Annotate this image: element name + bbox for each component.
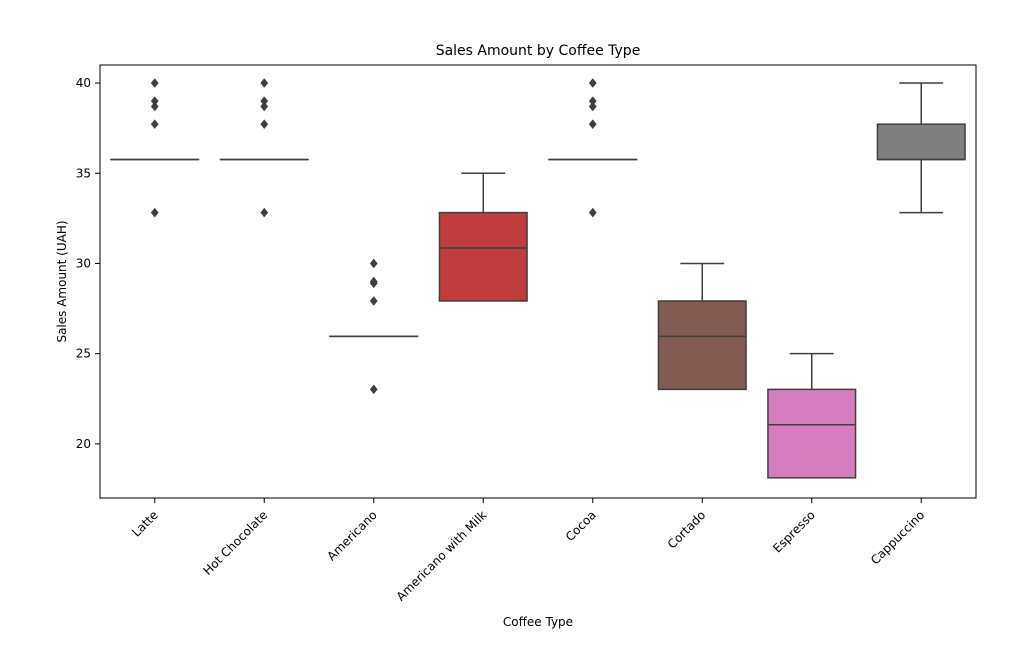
- box-group: [657, 262, 747, 391]
- outlier-point: [260, 207, 269, 218]
- x-tick-label: Latte: [129, 508, 161, 540]
- x-tick-label: Americano with Milk: [394, 508, 490, 604]
- outlier-point: [588, 119, 597, 130]
- x-tick-label: Espresso: [770, 508, 818, 556]
- outlier-point: [588, 101, 597, 112]
- x-tick-label: Americano: [324, 508, 379, 563]
- outlier-point: [588, 78, 597, 88]
- outlier-point: [369, 296, 378, 306]
- y-tick-label: 40: [76, 76, 91, 90]
- outlier-point: [588, 207, 597, 218]
- plot-area: [110, 78, 966, 479]
- box: [876, 123, 966, 161]
- x-axis: Latte Hot Chocolate Americano Americano wit…: [129, 498, 927, 604]
- y-axis: 20 25 30 35 40: [76, 76, 100, 451]
- y-tick-label: 25: [76, 347, 91, 361]
- x-tick-label: Cappuccino: [868, 508, 927, 567]
- outlier-point: [260, 96, 269, 106]
- x-tick-label: Cortado: [665, 508, 709, 552]
- box: [657, 300, 747, 391]
- y-tick-label: 20: [76, 437, 91, 451]
- outlier-point: [260, 101, 269, 112]
- box-group: [767, 352, 857, 479]
- outlier-point: [150, 207, 159, 218]
- outlier-point: [588, 96, 597, 106]
- outlier-point: [369, 384, 378, 395]
- outlier-point: [150, 78, 159, 88]
- y-axis-label: Sales Amount (UAH): [55, 220, 69, 342]
- box-group: [110, 78, 200, 218]
- outlier-point: [369, 258, 378, 269]
- x-tick-label: Hot Chocolate: [200, 508, 270, 578]
- outlier-point: [150, 119, 159, 130]
- axes-frame: [99, 64, 977, 499]
- chart-title: Sales Amount by Coffee Type: [436, 43, 641, 59]
- outlier-point: [150, 101, 159, 112]
- outlier-point: [150, 96, 159, 106]
- outlier-point: [369, 276, 378, 287]
- y-tick-label: 35: [76, 166, 91, 180]
- y-tick-label: 30: [76, 256, 91, 270]
- box-group: [219, 78, 309, 218]
- box-group: [438, 172, 528, 302]
- box: [438, 211, 528, 302]
- outlier-point: [260, 78, 269, 88]
- x-tick-label: Cocoa: [563, 508, 599, 544]
- outlier-point: [260, 119, 269, 130]
- box-group: [548, 78, 638, 218]
- box-group: [876, 82, 966, 214]
- x-axis-label: Coffee Type: [503, 615, 573, 629]
- box-group: [329, 258, 419, 395]
- box: [767, 388, 857, 479]
